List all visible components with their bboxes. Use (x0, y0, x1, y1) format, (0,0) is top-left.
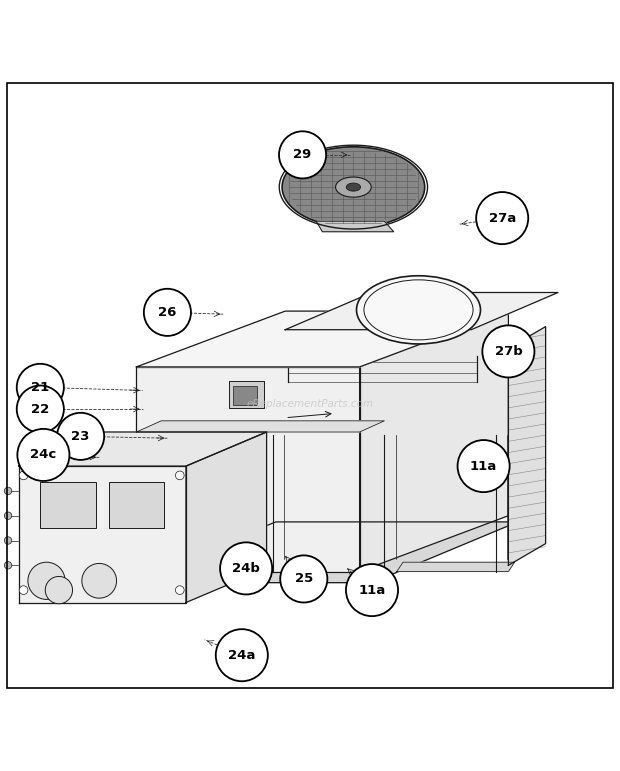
Circle shape (175, 471, 184, 480)
Polygon shape (136, 367, 360, 571)
Circle shape (19, 586, 28, 594)
Polygon shape (136, 421, 384, 432)
Text: 26: 26 (158, 306, 177, 319)
Ellipse shape (335, 177, 371, 197)
Circle shape (82, 564, 117, 598)
Text: eReplacementParts.com: eReplacementParts.com (246, 399, 374, 409)
Circle shape (175, 586, 184, 594)
Ellipse shape (282, 146, 425, 227)
Bar (108, 482, 164, 528)
Circle shape (458, 440, 510, 492)
Circle shape (482, 325, 534, 378)
Ellipse shape (346, 183, 360, 191)
Text: 24c: 24c (30, 449, 56, 461)
Text: 11a: 11a (470, 460, 497, 473)
Text: 22: 22 (31, 402, 50, 416)
Circle shape (4, 487, 12, 495)
Circle shape (28, 562, 65, 599)
Bar (40, 482, 96, 528)
Polygon shape (136, 311, 508, 367)
Circle shape (216, 629, 268, 682)
Polygon shape (285, 292, 558, 330)
Circle shape (4, 537, 12, 544)
Ellipse shape (356, 276, 481, 344)
Text: 23: 23 (71, 430, 90, 443)
Text: 29: 29 (293, 148, 312, 161)
Circle shape (4, 561, 12, 569)
Polygon shape (397, 562, 515, 571)
Text: 24b: 24b (232, 562, 260, 575)
Circle shape (346, 564, 398, 616)
Polygon shape (508, 327, 546, 565)
Bar (229, 381, 264, 409)
Bar (232, 386, 257, 406)
Circle shape (144, 289, 191, 336)
Circle shape (17, 364, 64, 411)
Text: 24a: 24a (228, 648, 255, 662)
Circle shape (19, 471, 28, 480)
Polygon shape (316, 221, 394, 232)
Circle shape (17, 386, 64, 433)
Polygon shape (19, 466, 186, 602)
Polygon shape (186, 432, 267, 602)
Polygon shape (124, 522, 518, 583)
Text: 21: 21 (31, 381, 50, 394)
Circle shape (220, 542, 272, 594)
Circle shape (4, 512, 12, 520)
Circle shape (45, 577, 73, 604)
Circle shape (57, 412, 104, 460)
Text: 11a: 11a (358, 584, 386, 597)
Polygon shape (19, 432, 267, 466)
Circle shape (280, 555, 327, 602)
Text: 27b: 27b (495, 345, 522, 358)
Text: 27a: 27a (489, 211, 516, 224)
Circle shape (17, 429, 69, 481)
Text: 25: 25 (294, 572, 313, 585)
Polygon shape (360, 311, 508, 571)
Circle shape (476, 192, 528, 244)
Circle shape (279, 131, 326, 178)
